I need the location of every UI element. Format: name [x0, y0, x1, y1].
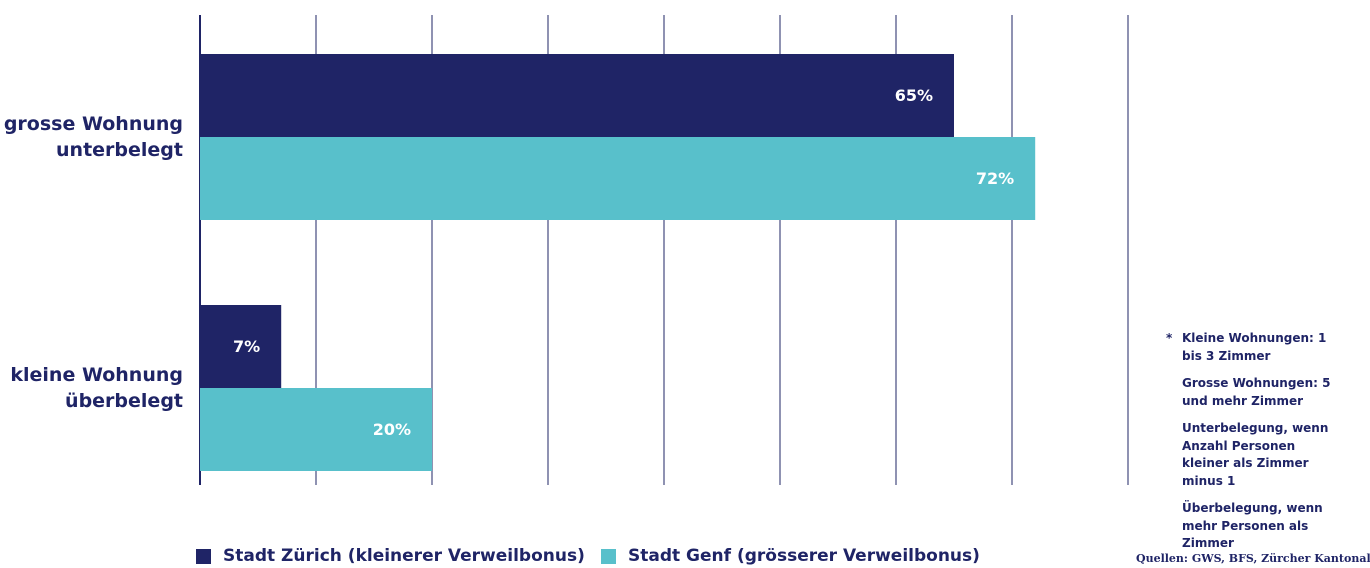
- bar: [200, 388, 432, 471]
- legend-label: Stadt Genf (grösserer Verweilbonus): [628, 546, 980, 566]
- legend-item: Stadt Genf (grösserer Verweilbonus): [601, 546, 980, 566]
- category-label: grosse Wohnung unterbelegt: [3, 113, 183, 161]
- source: Quellen: GWS, BFS, Zürcher Kantonalbank: [1136, 552, 1370, 565]
- category-label: kleine Wohnung überbelegt: [10, 364, 183, 412]
- value-label: 65%: [895, 86, 933, 105]
- legend-swatch: [196, 548, 211, 564]
- value-label: 72%: [976, 169, 1014, 188]
- bar: [200, 305, 282, 388]
- legend-swatch: [601, 548, 616, 564]
- note: Überbelegung, wenn mehr Personen als Zim…: [1182, 501, 1323, 550]
- note: Kleine Wohnungen: 1 bis 3 Zimmer: [1182, 331, 1327, 363]
- footnote-marker: *: [1166, 331, 1173, 345]
- notes: * Kleine Wohnungen: 1 bis 3 Zimmer Grosse…: [1166, 330, 1356, 563]
- bar: [200, 54, 954, 137]
- value-label: 20%: [373, 420, 411, 439]
- legend-label: Stadt Zürich (kleinerer Verweilbonus): [223, 546, 585, 566]
- bar: [200, 137, 1036, 220]
- note: Unterbelegung, wenn Anzahl Personen klei…: [1182, 421, 1329, 488]
- value-label: 7%: [233, 337, 260, 356]
- note: Grosse Wohnungen: 5 und mehr Zimmer: [1182, 376, 1331, 408]
- legend-item: Stadt Zürich (kleinerer Verweilbonus): [196, 546, 585, 566]
